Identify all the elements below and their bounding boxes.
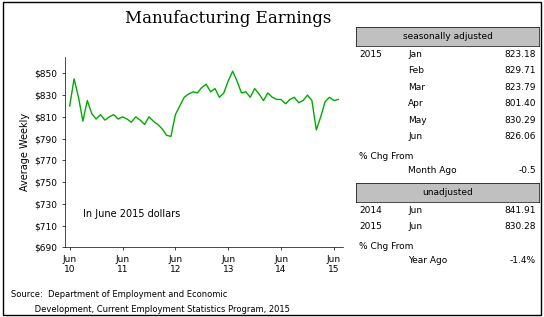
Text: Manufacturing Earnings: Manufacturing Earnings — [125, 10, 332, 27]
Text: Development, Current Employment Statistics Program, 2015: Development, Current Employment Statisti… — [11, 305, 290, 314]
Text: Jun: Jun — [408, 132, 422, 141]
Text: 2015: 2015 — [359, 50, 382, 59]
Text: Apr: Apr — [408, 99, 424, 108]
Text: Source:  Department of Employment and Economic: Source: Department of Employment and Eco… — [11, 290, 227, 299]
Text: Jan: Jan — [408, 50, 422, 59]
Text: 830.29: 830.29 — [504, 116, 536, 125]
Text: 823.18: 823.18 — [504, 50, 536, 59]
Text: -1.4%: -1.4% — [510, 256, 536, 265]
Text: seasonally adjusted: seasonally adjusted — [403, 32, 492, 41]
Text: Jun: Jun — [408, 223, 422, 231]
Text: unadjusted: unadjusted — [422, 188, 473, 197]
Text: Mar: Mar — [408, 83, 425, 92]
Text: 830.28: 830.28 — [504, 223, 536, 231]
Text: Jun: Jun — [408, 206, 422, 215]
Text: Year Ago: Year Ago — [408, 256, 447, 265]
Text: 826.06: 826.06 — [504, 132, 536, 141]
Text: 2015: 2015 — [359, 223, 382, 231]
Text: 841.91: 841.91 — [504, 206, 536, 215]
Text: 823.79: 823.79 — [504, 83, 536, 92]
Text: May: May — [408, 116, 426, 125]
Text: Feb: Feb — [408, 66, 424, 75]
Text: 2014: 2014 — [359, 206, 382, 215]
Y-axis label: Average Weekly: Average Weekly — [21, 113, 30, 191]
Text: In June 2015 dollars: In June 2015 dollars — [83, 209, 180, 219]
Text: % Chg From: % Chg From — [359, 152, 413, 161]
Text: % Chg From: % Chg From — [359, 242, 413, 251]
Text: 829.71: 829.71 — [504, 66, 536, 75]
Text: Month Ago: Month Ago — [408, 166, 456, 175]
Text: -0.5: -0.5 — [518, 166, 536, 175]
Text: 801.40: 801.40 — [504, 99, 536, 108]
